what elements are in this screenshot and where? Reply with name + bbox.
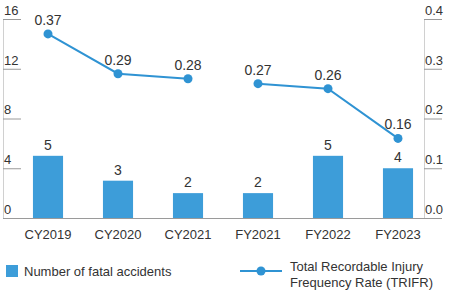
- data-label: 2: [184, 174, 192, 190]
- tick: CY2020: [95, 218, 142, 242]
- line: [48, 34, 188, 79]
- tick: 16: [3, 3, 21, 20]
- tick-mark: [424, 69, 442, 70]
- category-axis: CY2019 CY2020 CY2021 FY2021 FY2022 FY2023: [14, 218, 434, 242]
- legend-swatch: [6, 265, 18, 277]
- value-axis: 0.0 0.1 0.2 0.3 0.4: [424, 3, 443, 219]
- plot-marks: [33, 29, 413, 218]
- tick-mark: [3, 168, 21, 169]
- tick-label: 0.1: [425, 152, 443, 167]
- tick-mark: [424, 168, 442, 169]
- data-label: 3: [114, 162, 122, 178]
- tick: 0.4: [424, 3, 443, 20]
- data-label: 0.26: [314, 67, 341, 83]
- tick: 0.2: [424, 102, 443, 119]
- tick-label: 0.3: [425, 53, 443, 68]
- tick: FY2022: [305, 218, 351, 242]
- tick: 0.3: [424, 53, 443, 70]
- tick-label: 16: [4, 3, 18, 18]
- legend: Number of fatal accidents Total Recordabl…: [6, 259, 433, 290]
- data-labels: 5 3 2 2 5 4 0.37 0.29 0.28 0.27 0.26 0.16: [34, 12, 411, 190]
- axis-line: [14, 218, 434, 219]
- bar: [313, 156, 343, 218]
- data-label: 5: [44, 137, 52, 153]
- tick-label: 12: [4, 53, 18, 68]
- bar: [33, 156, 63, 218]
- tick: 12: [3, 53, 21, 70]
- tick: CY2021: [165, 218, 212, 242]
- tick-label: FY2022: [305, 227, 351, 242]
- marker: [394, 134, 403, 143]
- bar: [173, 193, 203, 218]
- marker: [114, 69, 123, 78]
- tick: 4: [3, 152, 21, 169]
- data-label: 5: [324, 137, 332, 153]
- bar: [103, 181, 133, 218]
- legend-marker: [257, 267, 266, 276]
- tick-mark: [424, 119, 442, 120]
- tick-label: 0.4: [425, 3, 443, 18]
- tick: CY2019: [25, 218, 72, 242]
- chart-container: 0 4 8 12 16 0.0 0.1 0.2 0.3 0.4 CY2019 CY2020 CY2021…: [0, 0, 459, 296]
- legend-label: Number of fatal accidents: [24, 264, 172, 279]
- tick-mark: [3, 119, 21, 120]
- data-label: 4: [394, 149, 402, 165]
- bar: [383, 168, 413, 218]
- line: [258, 84, 398, 139]
- tick-label: 4: [4, 152, 11, 167]
- tick-mark: [3, 19, 21, 20]
- tick: FY2021: [235, 218, 281, 242]
- tick: FY2023: [375, 218, 421, 242]
- tick-label: CY2021: [165, 227, 212, 242]
- bar: [243, 193, 273, 218]
- tick-mark: [3, 69, 21, 70]
- data-label: 2: [254, 174, 262, 190]
- tick: 8: [3, 102, 21, 119]
- data-label: 0.16: [384, 116, 411, 132]
- tick-mark: [424, 19, 442, 20]
- chart-svg: 0 4 8 12 16 0.0 0.1 0.2 0.3 0.4 CY2019 CY2020 CY2021…: [0, 0, 459, 296]
- legend-label: Total Recordable InjuryFrequency Rate (T…: [290, 259, 433, 290]
- tick-label: FY2023: [375, 227, 421, 242]
- value-axis: 0 4 8 12 16: [3, 3, 21, 219]
- tick-label: FY2021: [235, 227, 281, 242]
- tick-label: CY2020: [95, 227, 142, 242]
- tick: 0.1: [424, 152, 443, 169]
- marker: [44, 29, 53, 38]
- tick-label: CY2019: [25, 227, 72, 242]
- tick-label: 8: [4, 102, 11, 117]
- data-label: 0.29: [104, 52, 131, 68]
- marker: [254, 79, 263, 88]
- tick: 0.0: [424, 202, 443, 219]
- data-label: 0.27: [244, 62, 271, 78]
- tick-label: 0: [4, 202, 11, 217]
- tick-label: 0.0: [425, 202, 443, 217]
- tick-label: 0.2: [425, 102, 443, 117]
- tick: 0: [3, 202, 21, 219]
- marker: [324, 84, 333, 93]
- marker: [184, 74, 193, 83]
- data-label: 0.37: [34, 12, 61, 28]
- data-label: 0.28: [174, 57, 201, 73]
